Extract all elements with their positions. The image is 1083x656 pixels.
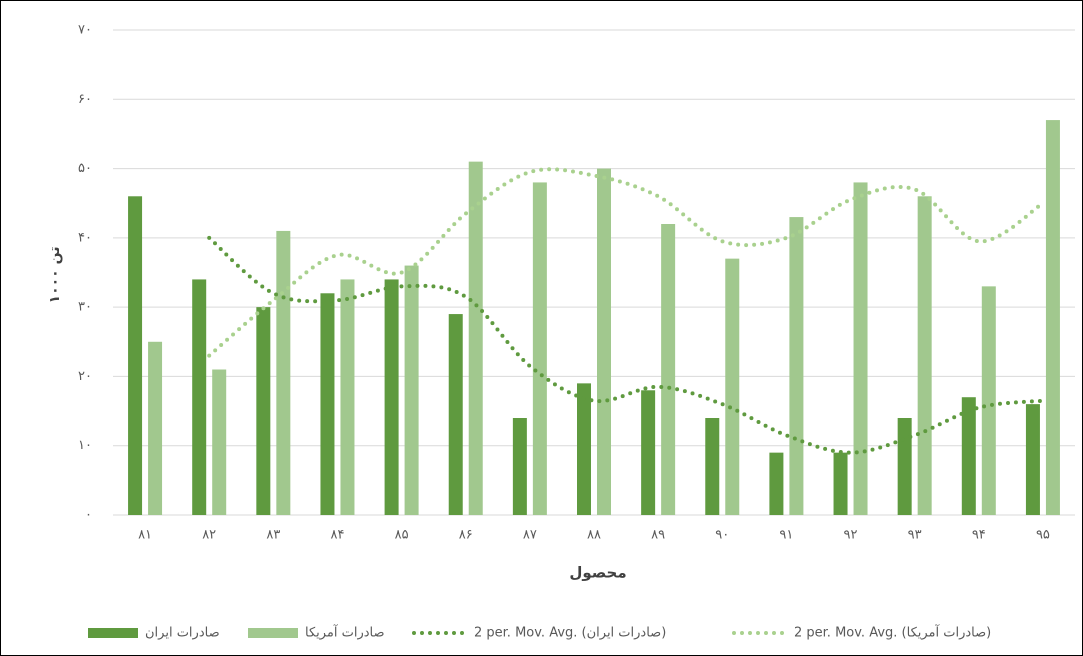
moving-average-line (207, 235, 1045, 455)
y-tick-label: ۶۰ (78, 92, 92, 107)
bar (468, 161, 483, 515)
x-tick-label: ۸۲ (202, 528, 216, 543)
bar (725, 258, 740, 515)
moving-average-line (207, 167, 1045, 358)
x-tick-label: ۸۷ (523, 528, 537, 543)
bar (512, 418, 527, 515)
legend-label: صادرات ایران (145, 626, 220, 641)
x-tick-label: ۸۶ (459, 528, 473, 543)
bar (212, 369, 227, 515)
bar (340, 279, 355, 515)
legend-swatch (88, 628, 138, 638)
bar (532, 182, 547, 515)
x-tick-label: ۸۸ (587, 528, 601, 543)
bar (256, 307, 271, 515)
bar (384, 279, 399, 515)
legend-label: 2 per. Mov. Avg. (صادرات آمریکا) (794, 624, 991, 641)
y-tick-label: ۷۰ (78, 23, 92, 38)
bar (981, 286, 996, 515)
bar (705, 418, 720, 515)
bar (789, 217, 804, 516)
x-axis-label: محصول (569, 564, 626, 582)
y-tick-label: ۱۰ (78, 438, 92, 453)
bar (276, 230, 291, 515)
bar (148, 341, 163, 515)
y-tick-label: ۰ (85, 508, 92, 523)
bar (1045, 120, 1060, 516)
x-tick-label: ۹۳ (908, 528, 922, 543)
bar (661, 224, 676, 515)
x-tick-label: ۸۹ (651, 528, 665, 543)
x-tick-label: ۹۲ (844, 528, 858, 543)
x-tick-label: ۸۵ (395, 528, 409, 543)
bar (192, 279, 207, 515)
y-tick-label: ۲۰ (78, 369, 92, 384)
x-tick-label: ۸۱ (138, 528, 152, 543)
bar (1025, 404, 1040, 515)
x-tick-label: ۹۰ (715, 528, 729, 543)
bar (404, 265, 419, 515)
bar (128, 196, 143, 516)
x-tick-label: ۸۳ (266, 528, 280, 543)
bar (320, 293, 335, 515)
y-tick-label: ۵۰ (78, 161, 92, 176)
bar (448, 314, 463, 515)
legend-label: صادرات آمریکا (305, 624, 385, 641)
bar (833, 452, 848, 515)
y-tick-label: ۴۰ (78, 230, 92, 245)
bar (853, 182, 868, 515)
legend-label: 2 per. Mov. Avg. (صادرات ایران) (474, 626, 666, 641)
y-axis-label: ۱۰۰۰ تن (47, 247, 63, 304)
bar (641, 390, 656, 515)
bar (597, 168, 611, 516)
x-tick-label: ۹۴ (972, 528, 986, 543)
x-tick-label: ۹۱ (779, 528, 793, 543)
bar (897, 418, 912, 515)
x-tick-label: ۹۵ (1036, 528, 1050, 543)
y-tick-label: ۳۰ (78, 300, 92, 315)
bar (961, 397, 976, 515)
x-tick-label: ۸۴ (330, 528, 344, 543)
legend-swatch (248, 628, 298, 638)
bar (577, 383, 591, 515)
bar (769, 452, 784, 515)
bar (917, 196, 932, 516)
